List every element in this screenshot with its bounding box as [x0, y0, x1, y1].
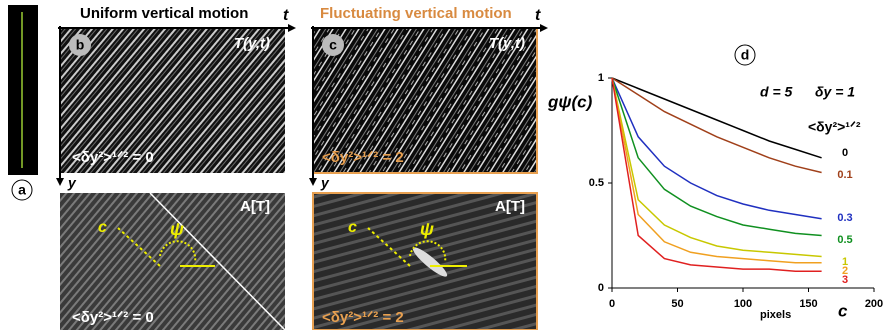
arrow-label: c — [98, 219, 107, 236]
arrow-label: c — [348, 219, 357, 236]
series-line — [612, 78, 822, 257]
legend-label: 0.3 — [837, 212, 852, 224]
series-line — [612, 78, 822, 236]
arrow — [540, 24, 548, 32]
moment-label: <δy²>¹ᐟ² = 0 — [72, 309, 154, 326]
chart: d gψ(c) c pixels d = 5 δy = 1 <δy²>¹ᐟ² 0… — [547, 45, 883, 321]
image-label: A[T] — [240, 198, 270, 215]
legend-label: 0.5 — [837, 234, 852, 246]
annotation: d = 5 — [760, 84, 793, 100]
arrow — [56, 178, 64, 186]
moment-label: <δy²>¹ᐟ² = 0 — [72, 149, 154, 166]
panel-label: d — [741, 47, 750, 63]
x-tick-label: 150 — [799, 298, 817, 310]
x-tick-label: 200 — [865, 298, 883, 310]
moment-label: <δy²>¹ᐟ² = 2 — [322, 309, 404, 326]
axis-label: t — [535, 7, 541, 24]
y-tick-label: 1 — [598, 72, 604, 84]
legend-title: <δy²>¹ᐟ² — [808, 119, 861, 135]
image-label: A[T] — [495, 198, 525, 215]
figure: a Uniform vertical motion b T(y,t) A[T] … — [0, 0, 884, 330]
axis-label: y — [320, 175, 330, 191]
strip-image — [8, 5, 38, 175]
x-tick-label: 50 — [671, 298, 683, 310]
y-tick-label: 0.5 — [589, 177, 604, 189]
moment-label: <δy²>¹ᐟ² = 2 — [322, 149, 404, 166]
series-line — [612, 78, 822, 263]
panel-label: c — [329, 37, 337, 53]
panel-title: Uniform vertical motion — [80, 5, 248, 22]
panel-label: b — [76, 37, 85, 53]
x-tick-label: 0 — [609, 298, 615, 310]
y-tick-label: 0 — [598, 282, 604, 294]
image-label: T(y,t) — [234, 35, 270, 52]
panel-label: a — [18, 182, 26, 198]
x-unit: pixels — [760, 309, 791, 321]
axis-label: y — [67, 175, 77, 191]
annotation: δy = 1 — [815, 84, 855, 100]
arrow — [288, 24, 296, 32]
image-label: T(y,t) — [489, 35, 525, 52]
series-line — [612, 78, 822, 271]
arrow — [309, 178, 317, 186]
axis-label: t — [283, 7, 289, 24]
legend-label: 3 — [842, 274, 848, 286]
legend-label: 0 — [842, 147, 848, 159]
panel-title: Fluctuating vertical motion — [320, 5, 512, 22]
y-axis-label: gψ(c) — [547, 92, 593, 111]
x-tick-label: 100 — [734, 298, 752, 310]
legend-label: 0.1 — [837, 169, 852, 181]
x-axis-label: c — [838, 301, 848, 320]
angle-label: ψ — [420, 219, 434, 239]
angle-label: ψ — [170, 219, 184, 239]
